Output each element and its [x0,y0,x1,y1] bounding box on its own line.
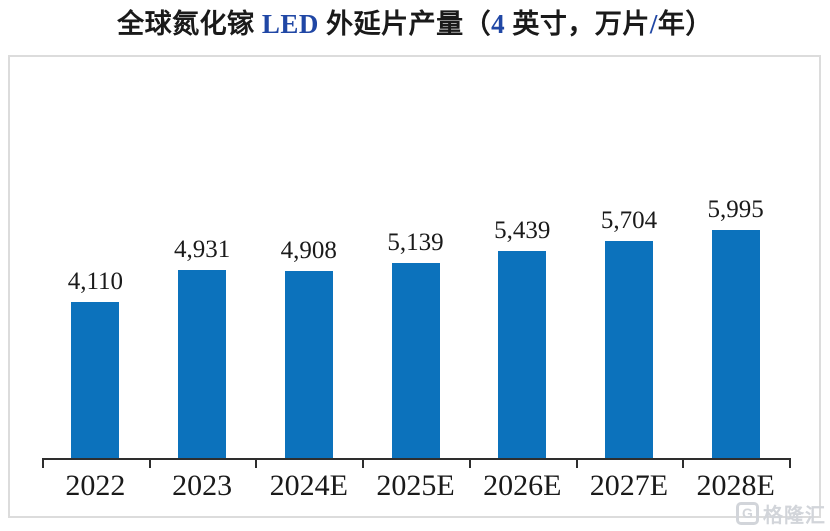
bar-value-label: 5,439 [494,217,551,244]
title-segment: 英寸，万片 [505,9,650,39]
axis-tick [255,458,257,468]
bar [71,302,120,458]
chart-area: 4,110 4,931 4,908 5,139 5,439 5,704 5,99… [8,55,821,518]
watermark-text: 格隆汇 [763,505,826,527]
x-axis-line [42,458,791,460]
title-segment: LED [261,9,319,39]
bar [284,271,333,458]
bar [178,270,227,458]
bar-value-label: 4,931 [173,236,231,263]
bar-value-label: 4,110 [67,268,124,295]
axis-tick [789,458,791,468]
title-segment: 4 [491,9,506,39]
x-axis-label: 2026E [483,469,562,502]
bar-column: 4,931 [149,57,256,458]
bar [711,230,760,458]
x-axis-label: 2025E [376,469,455,502]
bar-value-label: 4,908 [280,237,337,264]
x-axis-labels: 2022 2023 2024E 2025E 2026E 2027E 2028E [42,469,789,503]
x-axis-label: 2023 [172,469,233,502]
chart-title: 全球氮化镓 LED 外延片产量（4 英寸，万片/年） [0,2,830,41]
bar [391,263,440,458]
axis-tick [576,458,578,468]
bar [604,241,653,458]
title-segment: 年） [657,9,713,39]
title-segment: 全球氮化镓 [117,9,262,39]
bar-value-label: 5,704 [600,207,658,234]
bar-column: 5,995 [682,57,789,458]
watermark-logo-icon: G [736,502,759,525]
x-axis-label: 2022 [65,469,126,502]
axis-tick [42,458,44,468]
bar-column: 5,139 [362,57,469,458]
bar-value-label: 5,995 [707,196,764,223]
axis-tick [469,458,471,468]
title-segment: 外延片产量（ [318,9,492,39]
bar-column: 5,704 [576,57,683,458]
axis-tick [682,458,684,468]
bar-column: 4,110 [42,57,149,458]
watermark: G 格隆汇 [736,499,826,528]
x-axis-label: 2028E [696,469,775,502]
x-axis-label: 2024E [269,469,348,502]
title-segment: / [649,9,658,39]
x-axis-label: 2027E [589,469,669,502]
bar-value-label: 5,139 [387,229,444,256]
plot-area: 4,110 4,931 4,908 5,139 5,439 5,704 5,99… [42,57,789,458]
bar [498,251,547,458]
axis-tick [362,458,364,468]
bar-column: 5,439 [469,57,576,458]
bar-column: 4,908 [255,57,362,458]
axis-tick [149,458,151,468]
